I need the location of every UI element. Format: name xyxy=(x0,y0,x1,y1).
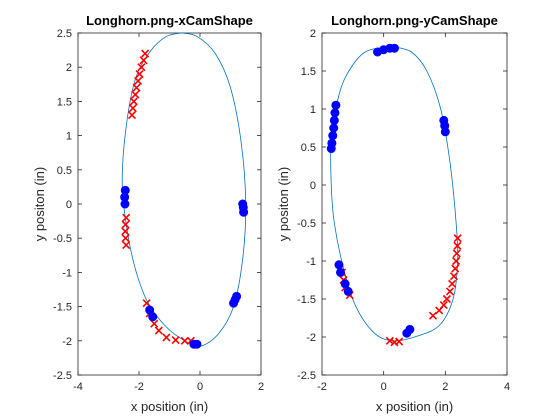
circle-marker xyxy=(329,123,339,133)
x-marker xyxy=(452,249,461,258)
circle-marker xyxy=(189,339,199,349)
y-tick-label: 0.5 xyxy=(57,165,72,177)
x-marker xyxy=(150,319,159,328)
y-axis-label: y positon (in) xyxy=(32,167,47,241)
x-tick-label: 4 xyxy=(504,381,510,393)
x-marker xyxy=(142,299,151,308)
x-marker xyxy=(162,333,171,342)
x-marker xyxy=(453,241,462,250)
x-marker xyxy=(121,234,130,243)
y-tick-label: 1.5 xyxy=(57,96,72,108)
x-marker xyxy=(134,76,143,85)
y-tick-label: -2.5 xyxy=(297,370,316,382)
x-axis-label: x position (in) xyxy=(131,399,208,414)
x-marker xyxy=(121,227,130,236)
y-tick-label: 2.5 xyxy=(57,28,72,40)
x-marker xyxy=(127,111,137,120)
circle-marker xyxy=(405,324,415,334)
y-tick-label: 2 xyxy=(66,62,72,74)
circle-marker xyxy=(326,144,336,154)
x-marker xyxy=(449,272,459,281)
circle-marker xyxy=(329,115,339,125)
axes-box xyxy=(321,32,508,376)
x-marker xyxy=(129,97,138,106)
x-marker xyxy=(428,311,438,320)
y-tick-label: 0 xyxy=(310,180,316,192)
circle-marker xyxy=(373,47,382,57)
x-marker xyxy=(131,90,140,99)
x-marker xyxy=(445,287,455,296)
x-marker xyxy=(451,264,460,273)
y-tick-label: -1.5 xyxy=(53,302,72,314)
x-marker xyxy=(132,83,141,92)
y-tick-label: -2 xyxy=(62,336,72,348)
y-tick-label: -0.5 xyxy=(297,218,316,230)
x-marker xyxy=(139,56,148,65)
plot-area xyxy=(120,33,249,349)
y-tick-label: 2 xyxy=(310,28,316,40)
circle-marker xyxy=(389,43,399,53)
x-marker xyxy=(122,213,131,222)
x-marker xyxy=(137,63,146,72)
circle-marker xyxy=(330,108,340,118)
x-tick-label: -4 xyxy=(73,381,83,393)
x-marker xyxy=(442,294,451,304)
x-tick-label: 0 xyxy=(197,381,203,393)
x-tick-label: 2 xyxy=(258,381,264,393)
x-tick-label: -2 xyxy=(134,381,144,393)
y-axis-label: y positon (in) xyxy=(276,167,291,241)
y-tick-label: 1 xyxy=(310,104,316,116)
x-marker xyxy=(385,336,394,345)
y-tick-label: 0 xyxy=(66,199,72,211)
x-marker xyxy=(453,234,462,243)
x-marker xyxy=(180,336,189,345)
x-marker xyxy=(135,69,144,79)
chart-panel-2: -2 0 2 4-2.5-2-1.5-1-0.500.511.52Longhorn.p… xyxy=(276,13,510,414)
axes-box xyxy=(77,32,262,376)
x-marker xyxy=(395,337,404,346)
circle-marker xyxy=(232,291,242,301)
circle-marker xyxy=(328,131,338,141)
circle-marker xyxy=(336,267,345,277)
x-marker xyxy=(128,104,137,113)
x-marker xyxy=(141,49,150,58)
circle-marker xyxy=(239,207,249,217)
y-tick-label: -1 xyxy=(306,256,316,268)
y-tick-label: -2 xyxy=(306,332,316,344)
circle-marker xyxy=(440,127,450,137)
y-tick-label: 0.5 xyxy=(301,142,316,154)
x-tick-label: -2 xyxy=(317,381,327,393)
chart-title: Longhorn.png-yCamShape xyxy=(331,13,498,28)
circle-marker xyxy=(340,279,350,289)
circle-marker xyxy=(148,312,158,322)
y-tick-label: -1 xyxy=(62,267,72,279)
y-tick-label: 1.5 xyxy=(301,66,316,78)
x-marker xyxy=(448,279,457,288)
plot-area xyxy=(326,43,462,347)
circle-marker xyxy=(331,100,341,110)
chart-panel-1: -4 -2 0 2 -2.5 -2 -1.5 -1 -0.5 0 0.5 1 1.5 2 2.5 Longho… xyxy=(32,13,264,414)
y-tick-label: -1.5 xyxy=(297,294,316,306)
x-marker xyxy=(171,336,180,345)
circle-marker xyxy=(120,199,130,209)
y-tick-label: -0.5 xyxy=(53,233,72,245)
x-axis-label: x position (in) xyxy=(376,399,453,414)
x-marker xyxy=(122,240,131,250)
y-tick-label: 1 xyxy=(66,131,72,143)
x-marker xyxy=(121,220,130,229)
y-tick-label: -2.5 xyxy=(53,370,72,382)
x-tick-label: 2 xyxy=(442,381,448,393)
chart-title: Longhorn.png-xCamShape xyxy=(86,13,253,28)
circle-marker xyxy=(343,286,353,296)
x-marker xyxy=(154,326,163,335)
circle-marker xyxy=(334,260,344,270)
x-marker xyxy=(452,256,461,266)
x-tick-label: 0 xyxy=(381,381,387,393)
